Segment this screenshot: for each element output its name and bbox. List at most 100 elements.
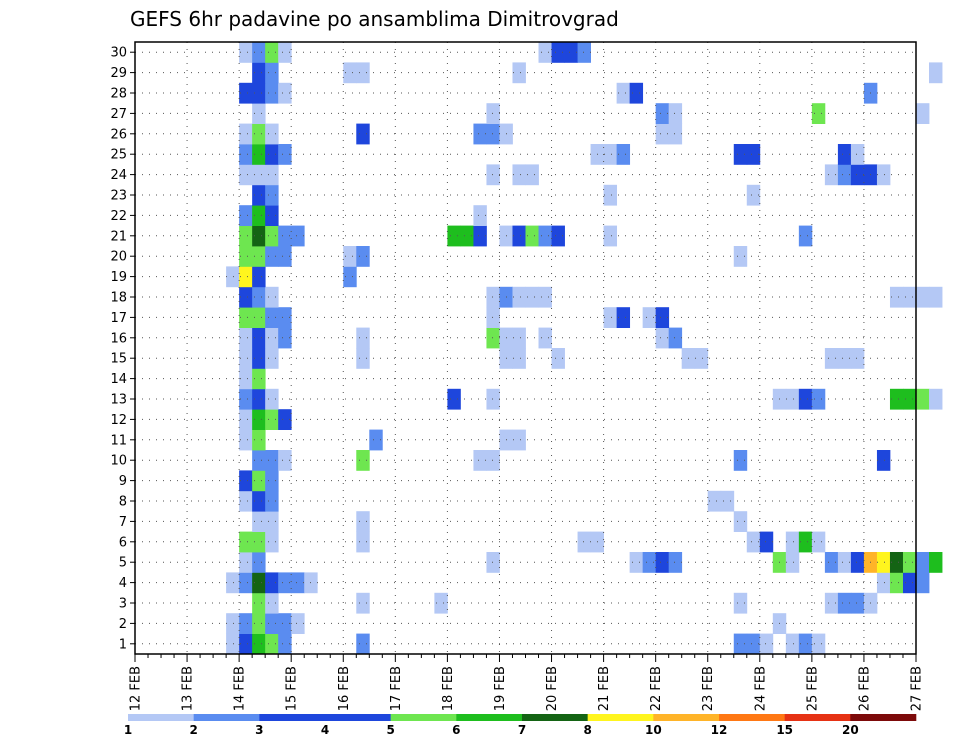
cell-member-11-step-8 [239, 429, 253, 451]
colorbar-segment-11 [850, 714, 917, 721]
y-tick-label-8: 8 [119, 495, 127, 510]
x-tick-label-7: 19 FEB [493, 666, 508, 711]
cell-member-16-step-40 [655, 327, 670, 349]
cell-member-4-step-10 [265, 572, 279, 594]
cell-member-12-step-9 [252, 409, 266, 430]
cell-member-23-step-10 [265, 184, 279, 206]
cell-member-3-step-53 [824, 592, 839, 614]
cell-member-16-step-31 [538, 327, 552, 349]
cell-member-25-step-36 [603, 144, 618, 165]
y-tick-label-22: 22 [110, 209, 127, 224]
cell-member-4-step-60 [916, 572, 930, 594]
cell-member-18-step-30 [525, 286, 539, 308]
cell-member-20-step-16 [343, 246, 357, 267]
cell-member-5-step-55 [850, 552, 865, 573]
cell-member-21-step-12 [291, 225, 305, 247]
y-tick-label-17: 17 [110, 311, 127, 326]
cell-member-15-step-43 [694, 348, 709, 369]
cell-member-3-step-46 [733, 592, 748, 614]
cell-member-2-step-9 [252, 613, 266, 634]
cell-member-14-step-8 [239, 368, 253, 390]
colorbar-segment-10 [784, 714, 851, 721]
cell-member-13-step-27 [486, 388, 500, 410]
cell-member-15-step-10 [265, 348, 279, 369]
cell-member-17-step-27 [486, 307, 500, 328]
cell-member-5-step-59 [902, 552, 917, 573]
cell-member-6-step-8 [239, 531, 253, 553]
cell-member-11-step-18 [369, 429, 383, 451]
cell-member-17-step-10 [265, 307, 279, 328]
colorbar-segment-0 [128, 714, 194, 721]
cell-member-21-step-25 [460, 225, 474, 247]
cell-member-29-step-10 [265, 62, 279, 84]
cell-member-17-step-39 [642, 307, 657, 328]
colorbar-segment-3 [325, 714, 391, 721]
cell-member-3-step-9 [252, 592, 266, 614]
cell-member-5-step-61 [929, 552, 943, 573]
cell-member-30-step-10 [265, 42, 279, 63]
cell-member-4-step-7 [226, 572, 240, 594]
cell-member-17-step-9 [252, 307, 266, 328]
cell-member-2-step-7 [226, 613, 240, 634]
cell-member-26-step-9 [252, 123, 266, 145]
cell-member-25-step-11 [278, 144, 292, 165]
cell-member-28-step-8 [239, 82, 253, 104]
cell-member-21-step-8 [239, 225, 253, 247]
cell-member-27-step-27 [486, 103, 500, 124]
cell-member-18-step-31 [538, 286, 552, 308]
cell-member-7-step-46 [733, 511, 748, 532]
cell-member-22-step-26 [473, 205, 487, 226]
cell-member-20-step-8 [239, 246, 253, 267]
cell-member-4-step-57 [876, 572, 891, 594]
cell-member-5-step-41 [668, 552, 683, 573]
colorbar-label-6: 6 [452, 723, 460, 737]
colorbar: 1 2 3 4 5 6 7 8 10 12 15 20 [124, 714, 917, 737]
cell-member-19-step-9 [252, 266, 266, 288]
x-tick-label-4: 16 FEB [337, 666, 352, 711]
cell-member-24-step-30 [525, 164, 539, 186]
x-tick-label-12: 24 FEB [753, 666, 768, 711]
cell-member-21-step-51 [798, 225, 813, 247]
cell-member-20-step-46 [733, 246, 748, 267]
y-tick-label-26: 26 [110, 127, 127, 142]
cell-member-4-step-9 [252, 572, 266, 594]
cell-member-26-step-8 [239, 123, 253, 145]
cell-member-20-step-10 [265, 246, 279, 267]
cell-member-24-step-53 [824, 164, 839, 186]
cell-member-25-step-9 [252, 144, 266, 165]
cell-member-6-step-9 [252, 531, 266, 553]
cell-member-20-step-17 [356, 246, 370, 267]
cell-member-19-step-16 [343, 266, 357, 288]
cell-member-17-step-37 [616, 307, 631, 328]
cell-member-10-step-27 [486, 450, 500, 471]
cell-member-15-step-8 [239, 348, 253, 369]
y-tick-label-27: 27 [110, 107, 127, 122]
x-tick-label-10: 22 FEB [649, 666, 664, 711]
cell-member-20-step-9 [252, 246, 266, 267]
cell-member-27-step-60 [916, 103, 930, 124]
colorbar-label-4: 4 [321, 723, 329, 737]
colorbar-label-12: 12 [711, 723, 728, 737]
x-tick-label-2: 14 FEB [233, 666, 248, 711]
cell-member-2-step-12 [291, 613, 305, 634]
y-tick-label-28: 28 [110, 87, 127, 102]
x-tick-label-11: 23 FEB [701, 666, 716, 711]
cell-member-23-step-36 [603, 184, 618, 206]
y-tick-label-19: 19 [110, 270, 127, 285]
cell-member-6-step-51 [798, 531, 813, 553]
y-tick-label-5: 5 [119, 556, 127, 571]
cell-member-24-step-29 [512, 164, 526, 186]
cell-member-12-step-11 [278, 409, 292, 430]
cell-member-28-step-38 [629, 82, 644, 104]
y-tick-label-20: 20 [110, 250, 127, 265]
cell-member-4-step-59 [902, 572, 917, 594]
cell-member-1-step-52 [811, 633, 826, 655]
cell-member-5-step-50 [785, 552, 800, 573]
cell-member-10-step-9 [252, 450, 266, 471]
cell-member-13-step-60 [916, 388, 930, 410]
cell-member-18-step-59 [902, 286, 917, 308]
cell-member-12-step-8 [239, 409, 253, 430]
cell-member-5-step-40 [655, 552, 670, 573]
cell-member-30-step-11 [278, 42, 292, 63]
